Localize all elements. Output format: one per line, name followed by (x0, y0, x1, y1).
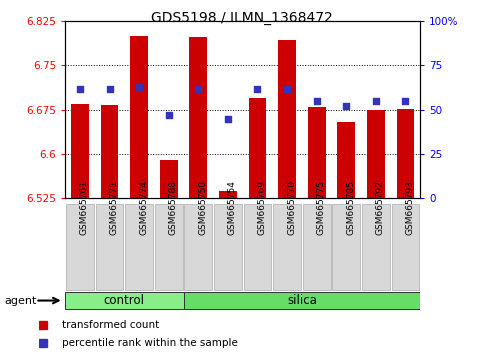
Point (283, 86, 291, 91)
Point (106, 86, 114, 91)
Text: GSM665754: GSM665754 (228, 181, 237, 235)
FancyBboxPatch shape (185, 204, 212, 290)
FancyBboxPatch shape (273, 204, 301, 290)
Bar (337, 121, 355, 198)
Text: GSM665770: GSM665770 (287, 181, 296, 235)
Bar (249, 98, 267, 198)
Point (165, 112, 172, 118)
Point (401, 98, 409, 104)
Point (342, 103, 350, 109)
FancyBboxPatch shape (332, 204, 360, 290)
FancyBboxPatch shape (155, 204, 183, 290)
Text: GSM665750: GSM665750 (199, 181, 207, 235)
Bar (101, 105, 118, 198)
Bar (278, 40, 296, 198)
FancyBboxPatch shape (243, 204, 271, 290)
Text: GDS5198 / ILMN_1368472: GDS5198 / ILMN_1368472 (151, 11, 332, 25)
FancyBboxPatch shape (214, 204, 242, 290)
Bar (189, 37, 207, 198)
FancyBboxPatch shape (65, 292, 184, 309)
Text: GSM665774: GSM665774 (139, 181, 148, 235)
FancyBboxPatch shape (362, 204, 390, 290)
Point (372, 98, 380, 104)
Point (254, 86, 261, 91)
FancyBboxPatch shape (66, 204, 94, 290)
Bar (308, 107, 326, 198)
Bar (397, 109, 414, 198)
FancyBboxPatch shape (303, 204, 330, 290)
Text: GSM665785: GSM665785 (346, 181, 355, 235)
Text: GSM665761: GSM665761 (80, 181, 89, 235)
Text: GSM665793: GSM665793 (405, 181, 414, 235)
Point (76, 86, 84, 91)
Text: transformed count: transformed count (62, 320, 159, 330)
FancyBboxPatch shape (125, 204, 153, 290)
Text: percentile rank within the sample: percentile rank within the sample (62, 338, 238, 348)
Bar (367, 110, 384, 198)
Bar (219, 191, 237, 198)
Text: GSM665788: GSM665788 (169, 181, 178, 235)
Point (224, 116, 232, 121)
Text: silica: silica (287, 294, 317, 307)
FancyBboxPatch shape (184, 292, 420, 309)
Text: GSM665771: GSM665771 (110, 181, 119, 235)
Bar (130, 36, 148, 198)
Text: control: control (104, 294, 145, 307)
Bar (71, 104, 89, 198)
Bar (160, 160, 178, 198)
FancyBboxPatch shape (392, 204, 419, 290)
Text: GSM665792: GSM665792 (376, 181, 385, 235)
Point (195, 86, 202, 91)
Point (135, 84, 143, 90)
FancyBboxPatch shape (96, 204, 124, 290)
Point (313, 98, 321, 104)
Text: GSM665775: GSM665775 (317, 181, 326, 235)
Text: agent: agent (5, 296, 37, 306)
Text: GSM665769: GSM665769 (257, 181, 267, 235)
